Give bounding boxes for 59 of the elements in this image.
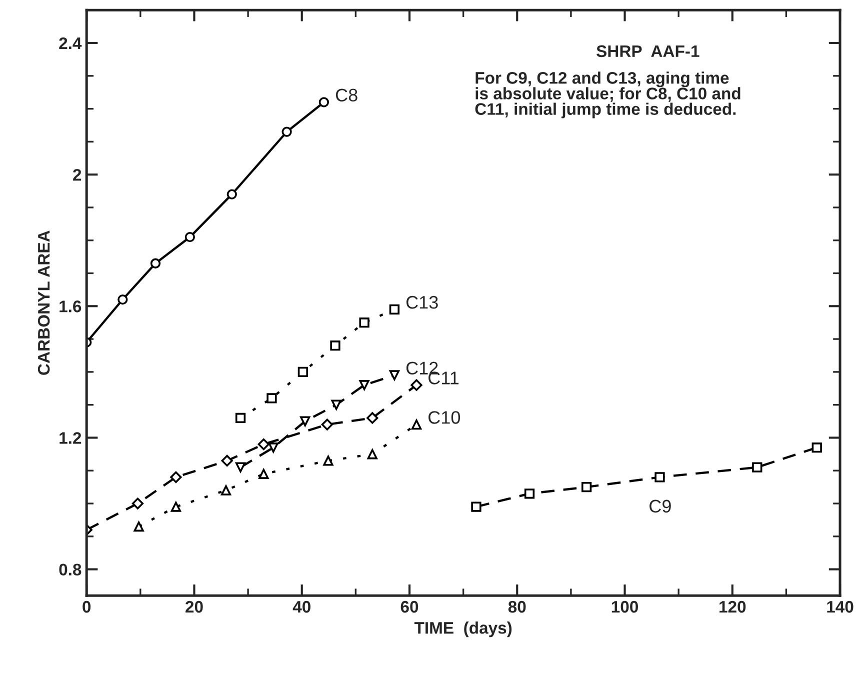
- point: [524, 488, 535, 499]
- point: [118, 294, 128, 305]
- point: [235, 412, 246, 424]
- x-tick-label: 80: [508, 600, 526, 613]
- point: [134, 521, 144, 532]
- x-tick-label: 20: [186, 600, 203, 613]
- point: [366, 412, 378, 424]
- y-tick-label: 1.2: [60, 432, 82, 444]
- x-tick-label: 100: [612, 600, 638, 613]
- y-tick-label: 0.8: [59, 564, 82, 576]
- point: [268, 442, 278, 453]
- point: [150, 258, 161, 268]
- point: [321, 418, 333, 430]
- point: [389, 304, 400, 314]
- y-axis-title: CARBONYL AREA: [38, 230, 50, 375]
- point: [235, 462, 246, 472]
- point: [359, 318, 370, 328]
- point: [226, 189, 237, 200]
- point: [389, 370, 400, 380]
- point: [411, 419, 422, 430]
- point: [331, 400, 342, 410]
- x-tick-label: 140: [827, 600, 854, 613]
- point: [752, 462, 762, 472]
- point: [298, 366, 308, 377]
- point: [330, 340, 340, 351]
- point: [300, 416, 310, 426]
- point: [282, 126, 292, 137]
- annotation: For C9, C12 and C13, aging time is absolute value; for C8, C10 and C11, initial jump time is deduced.: [475, 72, 740, 118]
- point: [359, 380, 370, 390]
- point: [266, 393, 277, 404]
- x-tick-label: 120: [720, 600, 746, 613]
- point: [170, 502, 182, 512]
- point: [323, 456, 334, 466]
- point: [170, 471, 182, 484]
- point: [184, 232, 195, 242]
- point: [471, 502, 482, 512]
- point: [258, 468, 269, 479]
- x-tick-label: 40: [292, 600, 310, 613]
- point: [812, 442, 822, 453]
- point: [318, 97, 329, 108]
- point: [581, 482, 592, 492]
- point: [654, 472, 665, 482]
- y-tick-label: 2.4: [59, 37, 82, 50]
- y-tick-label: 2: [73, 168, 82, 181]
- point: [132, 498, 144, 510]
- x-tick-label: 0: [82, 600, 91, 613]
- point: [220, 485, 232, 496]
- point: [221, 454, 233, 467]
- x-axis-title: TIME (days): [414, 622, 512, 638]
- y-tick-label: 1.6: [60, 300, 82, 312]
- point: [258, 438, 270, 450]
- text: SHRP AAF-1: [596, 45, 700, 58]
- series-label: C9: [650, 500, 671, 513]
- x-tick-label: 60: [400, 600, 418, 613]
- series-label: C13: [406, 296, 438, 309]
- series-label: C8: [336, 88, 358, 102]
- series-label: C10: [428, 411, 460, 424]
- point: [410, 379, 422, 391]
- point: [367, 449, 378, 460]
